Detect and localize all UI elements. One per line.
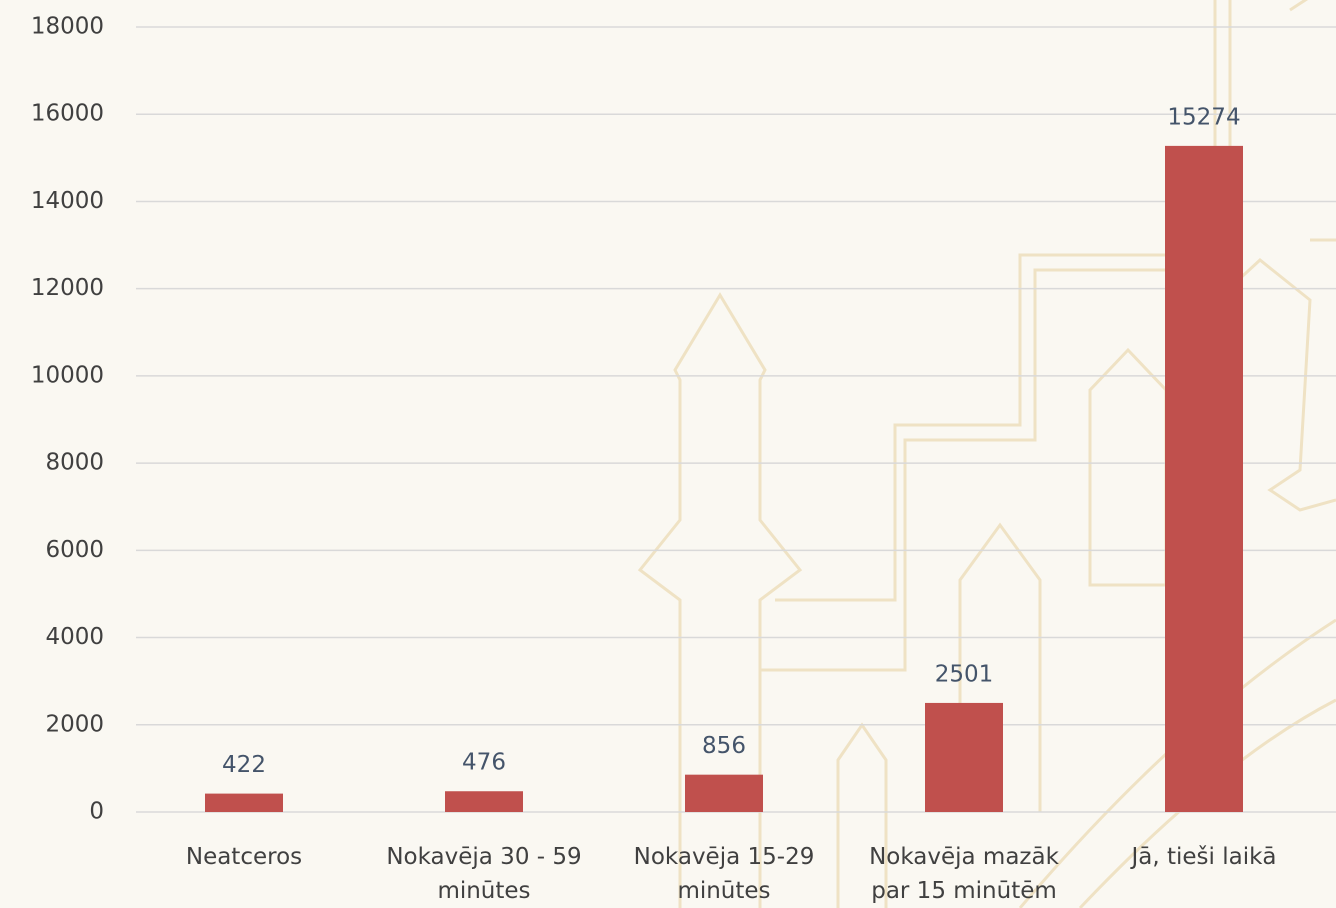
bar (685, 774, 763, 812)
bar (1165, 145, 1243, 812)
y-tick-label: 2000 (45, 711, 104, 737)
x-tick-label: Nokavēja 15-29 minūtes (633, 844, 815, 904)
y-tick-label: 0 (89, 799, 104, 825)
data-label: 856 (702, 733, 746, 759)
x-tick-label: Jā, tieši laikā (1131, 844, 1277, 870)
y-tick-label: 18000 (31, 14, 104, 40)
y-tick-label: 14000 (31, 188, 104, 214)
y-tick-label: 10000 (31, 362, 104, 388)
x-tick-label: Nokavēja 30 - 59 minūtes (386, 844, 582, 904)
bar (205, 793, 283, 812)
bar (445, 791, 523, 812)
x-tick-label: Nokavēja mazāk par 15 minūtēm (869, 844, 1059, 904)
bar (925, 702, 1003, 812)
y-tick-label: 12000 (31, 275, 104, 301)
y-tick-label: 4000 (45, 624, 104, 650)
y-tick-label: 8000 (45, 450, 104, 476)
y-tick-label: 16000 (31, 101, 104, 127)
data-label: 476 (462, 750, 506, 776)
data-label: 422 (222, 752, 266, 778)
data-label: 15274 (1167, 104, 1240, 130)
x-tick-label: Neatceros (185, 844, 303, 870)
data-label: 2501 (935, 661, 994, 687)
y-tick-label: 6000 (45, 537, 104, 563)
